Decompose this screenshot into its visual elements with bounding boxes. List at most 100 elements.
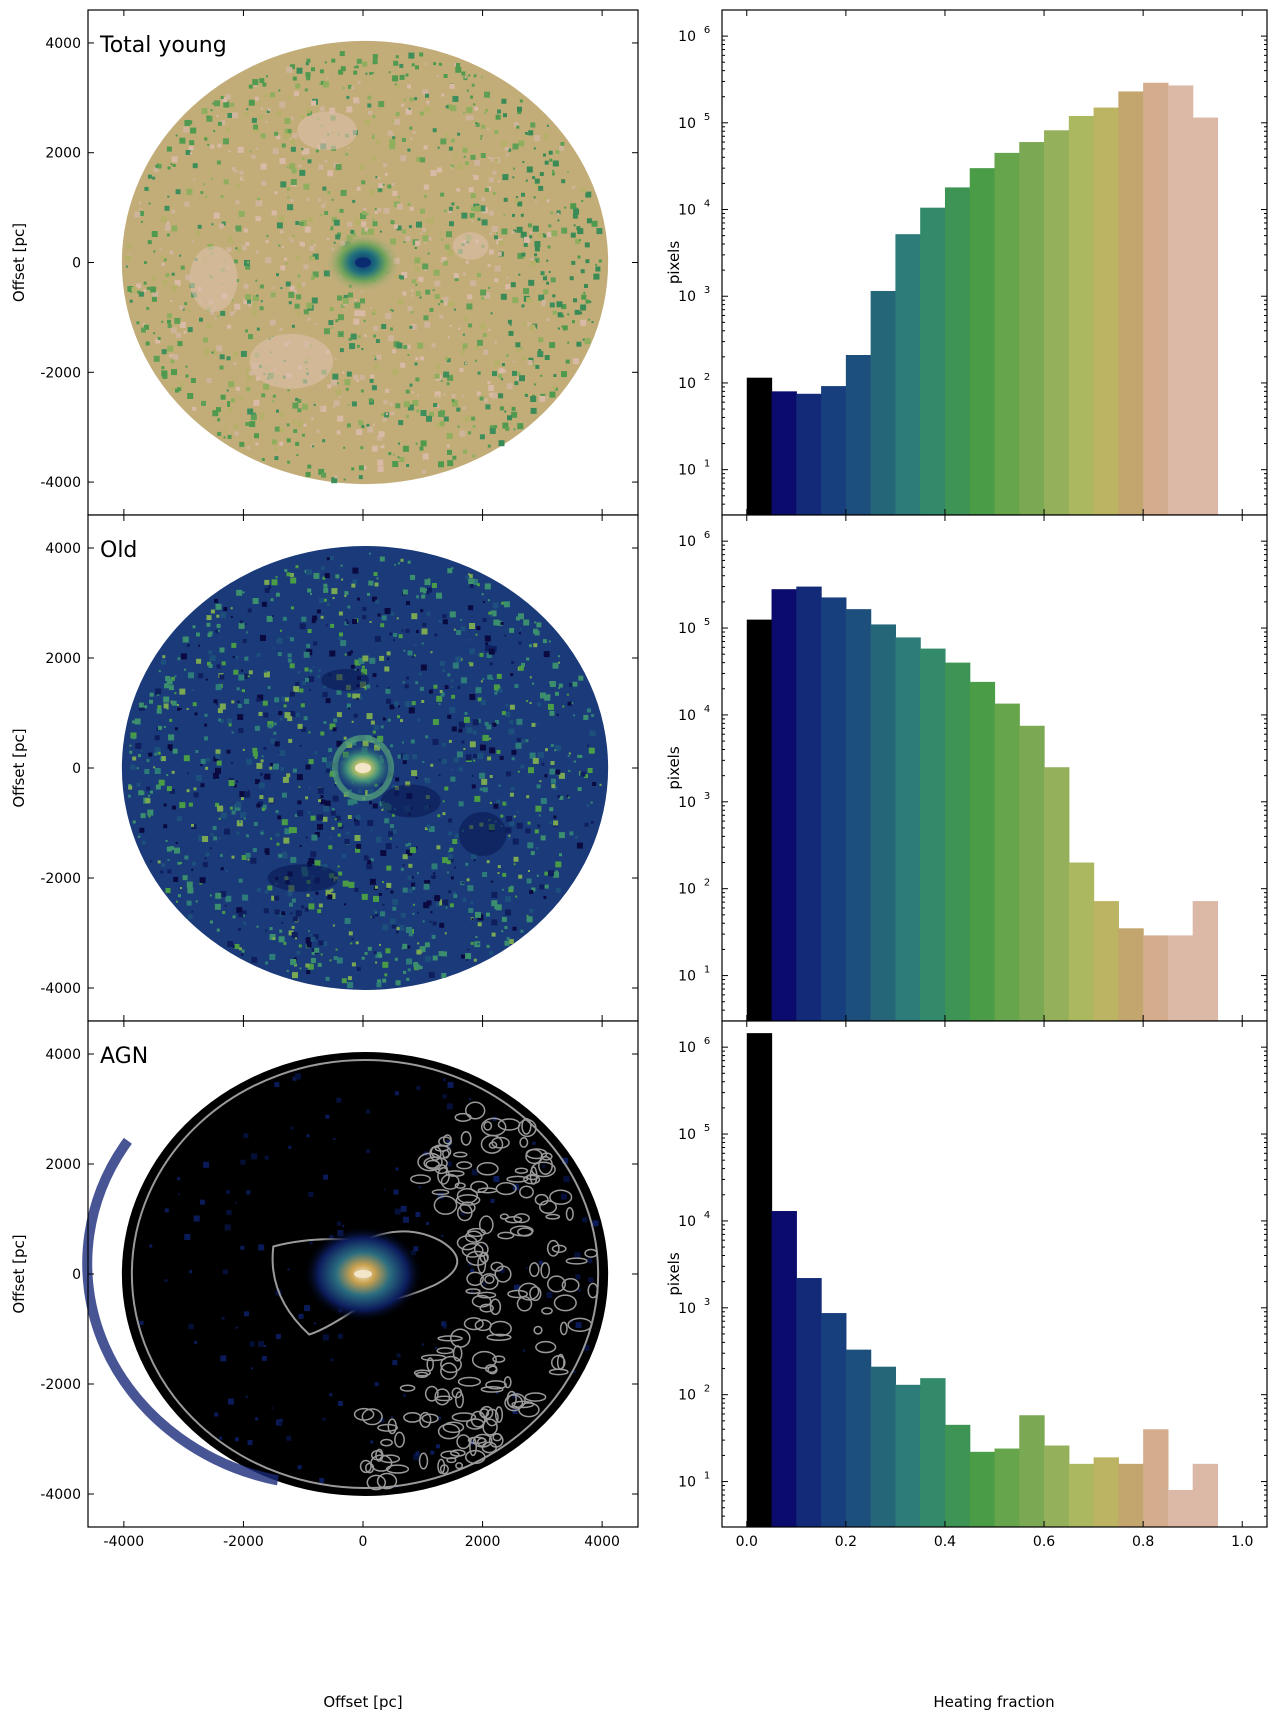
x-tick-label: 4000 (584, 1534, 620, 1550)
disk-speckles (82, 1059, 600, 1491)
y-tick-exponent: 5 (704, 1123, 710, 1134)
contour-loop (477, 1291, 497, 1299)
contour-loop (376, 1472, 398, 1490)
y-tick-exponent: 4 (704, 704, 710, 715)
hist-x-axis-label: Heating fraction (933, 1693, 1054, 1711)
contour-loop (480, 1117, 507, 1137)
contour-loop (472, 1433, 493, 1448)
contour-loop (364, 1462, 375, 1474)
histogram-bar (969, 681, 996, 1021)
hist-y-axis-label: pixels (665, 746, 683, 790)
contour-loop (460, 1131, 472, 1146)
contour-loop (425, 1159, 440, 1169)
contour-loop (565, 1206, 574, 1221)
contour-loop (434, 1388, 451, 1406)
y-tick-label: 10 (678, 621, 696, 637)
contour-loop (547, 1275, 566, 1293)
y-tick-label: 10 (678, 1214, 696, 1230)
contour-loop (417, 1152, 443, 1172)
y-tick-label: 0 (72, 256, 81, 272)
histogram-bar (796, 393, 822, 515)
contour-loop (455, 1194, 481, 1206)
histogram-bar (1143, 1429, 1169, 1527)
contour-loop (445, 1170, 465, 1177)
contour-loop (535, 1340, 557, 1354)
contour-loop (523, 1174, 541, 1185)
contour-loop (486, 1333, 512, 1341)
y-tick-label: -4000 (40, 1487, 81, 1503)
contour-loop (465, 1250, 489, 1266)
contour-loop (353, 1407, 375, 1421)
map-y-axis-label: Offset [pc] (10, 728, 28, 807)
contour-loop (519, 1136, 529, 1148)
contour-loop (454, 1182, 466, 1189)
contour-loop (514, 1167, 529, 1174)
histogram-bar (1093, 901, 1119, 1021)
contour-loop (431, 1189, 450, 1196)
panel-label: AGN (100, 1044, 148, 1069)
contour-loop (491, 1136, 510, 1149)
galaxy-nucleus (355, 257, 371, 268)
contour-loop (370, 1450, 384, 1461)
y-tick-exponent: 5 (704, 112, 710, 123)
histogram-bar (870, 624, 897, 1021)
histogram-bar (920, 207, 946, 515)
histogram-bar (1019, 725, 1045, 1021)
histogram-bars (746, 586, 1219, 1021)
x-tick-label: 1.0 (1231, 1534, 1253, 1550)
contour-loop (494, 1406, 504, 1423)
contour-loop (473, 1241, 489, 1257)
hist-frame (721, 1020, 1268, 1528)
y-tick-exponent: 2 (704, 372, 710, 383)
histogram-bar (1143, 935, 1169, 1021)
map-y-axis-label: Offset [pc] (10, 223, 28, 302)
light-patch (297, 111, 358, 150)
contour-loop (437, 1335, 463, 1342)
contour-loop (518, 1282, 540, 1301)
y-tick-label: 10 (678, 29, 696, 45)
y-tick-label: -4000 (40, 981, 81, 997)
contour-loop (465, 1418, 485, 1430)
contour-loop (471, 1294, 492, 1308)
contour-loop (455, 1462, 464, 1470)
histogram-bar (1044, 767, 1070, 1021)
contour-loop (495, 1182, 517, 1196)
contour-loop (433, 1195, 458, 1215)
y-tick-exponent: 1 (704, 965, 710, 976)
histogram-panel-total-young: 10 1 10 2 10 3 10 4 10 5 10 6 pixels (665, 9, 1268, 516)
dark-lane (267, 864, 340, 892)
y-tick-label: -2000 (40, 1377, 81, 1393)
contour-loop (456, 1235, 478, 1251)
contour-loop (540, 1262, 551, 1279)
contour-loop (517, 1227, 533, 1237)
contour-loop (485, 1408, 499, 1427)
y-tick-label: 2000 (45, 1157, 81, 1173)
contour-loop (451, 1387, 463, 1399)
contour-loop (440, 1355, 462, 1374)
histogram-bar (895, 1384, 921, 1527)
contour-loop (487, 1365, 498, 1375)
dark-lane (380, 784, 441, 818)
y-tick-exponent: 6 (704, 1036, 710, 1047)
contour-loop (529, 1262, 540, 1278)
histogram-bar (821, 1313, 847, 1527)
histogram-bar (796, 1278, 822, 1527)
panel-label: Total young (99, 33, 227, 58)
y-tick-exponent: 2 (704, 878, 710, 889)
contour-loop (492, 1355, 506, 1363)
contour-loop (521, 1117, 532, 1135)
hist-y-axis-label: pixels (665, 241, 683, 285)
histogram-bar (1167, 85, 1194, 515)
contour-loop (484, 1274, 495, 1284)
y-tick-label: 4000 (45, 541, 81, 557)
y-tick-label: 10 (678, 534, 696, 550)
contour-loop (456, 1434, 471, 1450)
contour-loop (546, 1239, 560, 1257)
histogram-panel-agn: 10 1 10 2 10 3 10 4 10 5 10 6 0.0 0.2 0.4 0.6 0.8 1.0 pixe… (665, 1020, 1268, 1550)
histogram-bar (895, 234, 921, 515)
light-patch (249, 333, 334, 389)
y-tick-label: 10 (678, 708, 696, 724)
contour-loop (556, 1353, 565, 1371)
contour-loop (533, 1325, 543, 1335)
y-tick-label: 10 (678, 795, 696, 811)
